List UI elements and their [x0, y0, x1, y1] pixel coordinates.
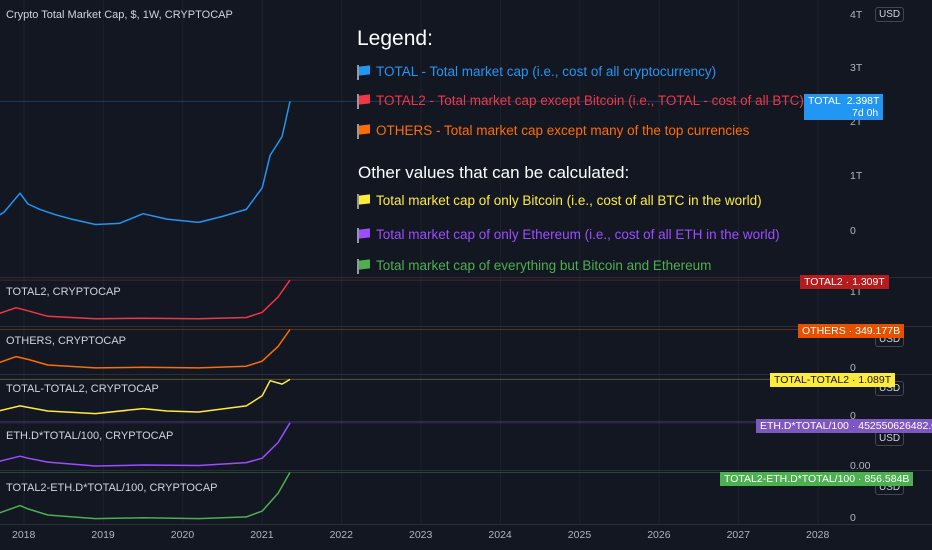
series-line-eth-d-total-100: [0, 422, 291, 467]
last-value-tag-btc: TOTAL-TOTAL2 · 1.089T: [770, 373, 896, 387]
y-tick-label: 0: [850, 362, 856, 374]
x-tick-label: 2019: [91, 529, 115, 541]
legend-text: TOTAL - Total market cap (i.e., cost of …: [376, 64, 717, 79]
y-tick-label: 0: [850, 225, 856, 237]
legend-text: OTHERS - Total market cap except many of…: [376, 123, 750, 138]
last-value-tag-eth: ETH.D*TOTAL/100 · 452550626482.07: [756, 419, 932, 433]
pane-separator[interactable]: [0, 374, 932, 375]
legend-item-others: OTHERS - Total market cap except many of…: [357, 123, 750, 139]
legend-text: Total market cap of only Bitcoin (i.e., …: [376, 193, 762, 208]
series-name: TOTAL2: [804, 276, 843, 288]
series-line-total: [0, 101, 291, 226]
legend-text: Total market cap of everything but Bitco…: [376, 258, 712, 273]
last-value: 1.309T: [852, 276, 885, 288]
last-value: 452550626482.07: [858, 420, 932, 432]
last-value: 1.089T: [858, 374, 892, 386]
legend-item-btc: Total market cap of only Bitcoin (i.e., …: [357, 193, 762, 209]
x-tick-label: 2018: [12, 529, 36, 541]
x-tick-label: 2022: [329, 529, 353, 541]
series-name: TOTAL: [808, 95, 841, 107]
x-tick-label: 2028: [806, 529, 830, 541]
series-line-total2: [0, 279, 291, 320]
flag-icon: [357, 94, 370, 109]
series-name: TOTAL-TOTAL2: [774, 374, 850, 386]
x-tick-label: 2020: [170, 529, 195, 541]
pane-title-eth: ETH.D*TOTAL/100, CRYPTOCAP: [6, 430, 174, 442]
series-name: ETH.D*TOTAL/100: [760, 420, 849, 432]
legend-item-total2: TOTAL2 - Total market cap except Bitcoin…: [357, 93, 804, 109]
flag-icon: [357, 194, 370, 209]
series-line-total-total2: [0, 378, 291, 415]
pane-title-total2: TOTAL2, CRYPTOCAP: [6, 286, 121, 298]
series-line-others: [0, 329, 291, 369]
pane-separator[interactable]: [0, 470, 932, 471]
y-tick-label: 1T: [850, 170, 863, 182]
y-tick-label: 1T: [850, 286, 863, 298]
currency-button[interactable]: USD: [875, 431, 905, 446]
y-tick-label: 0: [850, 512, 856, 524]
last-value-tag-total: TOTAL 2.398T 7d 0h: [804, 94, 884, 120]
legend-subheading: Other values that can be calculated:: [358, 163, 630, 182]
main-chart-title: Crypto Total Market Cap, $, 1W, CRYPTOCA…: [6, 9, 233, 21]
flag-icon: [357, 65, 370, 80]
legend-text: Total market cap of only Ethereum (i.e.,…: [376, 227, 780, 242]
series-line-total2-eth-d-total-100: [0, 472, 291, 520]
y-tick-label: 4T: [850, 9, 863, 21]
time-axis[interactable]: 2018 2019 2020 2021 2022 2023 2024 2025 2026 2027…: [0, 524, 932, 550]
flag-icon: [357, 228, 370, 243]
currency-button[interactable]: USD: [875, 7, 905, 22]
last-value-tag-total2: TOTAL2 · 1.309T: [800, 275, 889, 289]
x-tick-label: 2026: [647, 529, 671, 541]
x-tick-label: 2025: [567, 529, 592, 541]
bar-countdown: 7d 0h: [852, 107, 879, 119]
last-value-tag-others: OTHERS · 349.177B: [798, 324, 905, 338]
last-value: 856.584B: [864, 473, 910, 485]
pane-title-others: OTHERS, CRYPTOCAP: [6, 335, 127, 347]
last-value: 2.398T: [846, 95, 880, 107]
x-tick-label: 2027: [726, 529, 750, 541]
flag-icon: [357, 259, 370, 274]
last-value: 349.177B: [855, 325, 901, 337]
y-tick-label: 0: [850, 410, 856, 422]
series-name: OTHERS: [802, 325, 846, 337]
pane-separator[interactable]: [0, 326, 932, 327]
legend-item-total: TOTAL - Total market cap (i.e., cost of …: [357, 64, 717, 80]
pane-separator[interactable]: [0, 421, 932, 422]
x-tick-label: 2023: [409, 529, 433, 541]
last-value-tag-rest: TOTAL2-ETH.D*TOTAL/100 · 856.584B: [720, 472, 914, 486]
pane-title-rest: TOTAL2-ETH.D*TOTAL/100, CRYPTOCAP: [6, 482, 218, 494]
time-axis-separator: [0, 524, 932, 525]
y-tick-label: 0.00: [850, 460, 871, 472]
pane-title-btc: TOTAL-TOTAL2, CRYPTOCAP: [6, 383, 159, 395]
legend-heading: Legend:: [357, 27, 433, 50]
legend-item-rest: Total market cap of everything but Bitco…: [357, 258, 712, 274]
flag-icon: [357, 124, 370, 139]
y-tick-label: 3T: [850, 62, 863, 74]
x-tick-label: 2021: [250, 529, 274, 541]
legend-item-eth: Total market cap of only Ethereum (i.e.,…: [357, 227, 780, 243]
series-name: TOTAL2-ETH.D*TOTAL/100: [724, 473, 856, 485]
pane-separator[interactable]: [0, 277, 932, 278]
legend-text: TOTAL2 - Total market cap except Bitcoin…: [376, 93, 804, 108]
x-tick-label: 2024: [488, 529, 512, 541]
